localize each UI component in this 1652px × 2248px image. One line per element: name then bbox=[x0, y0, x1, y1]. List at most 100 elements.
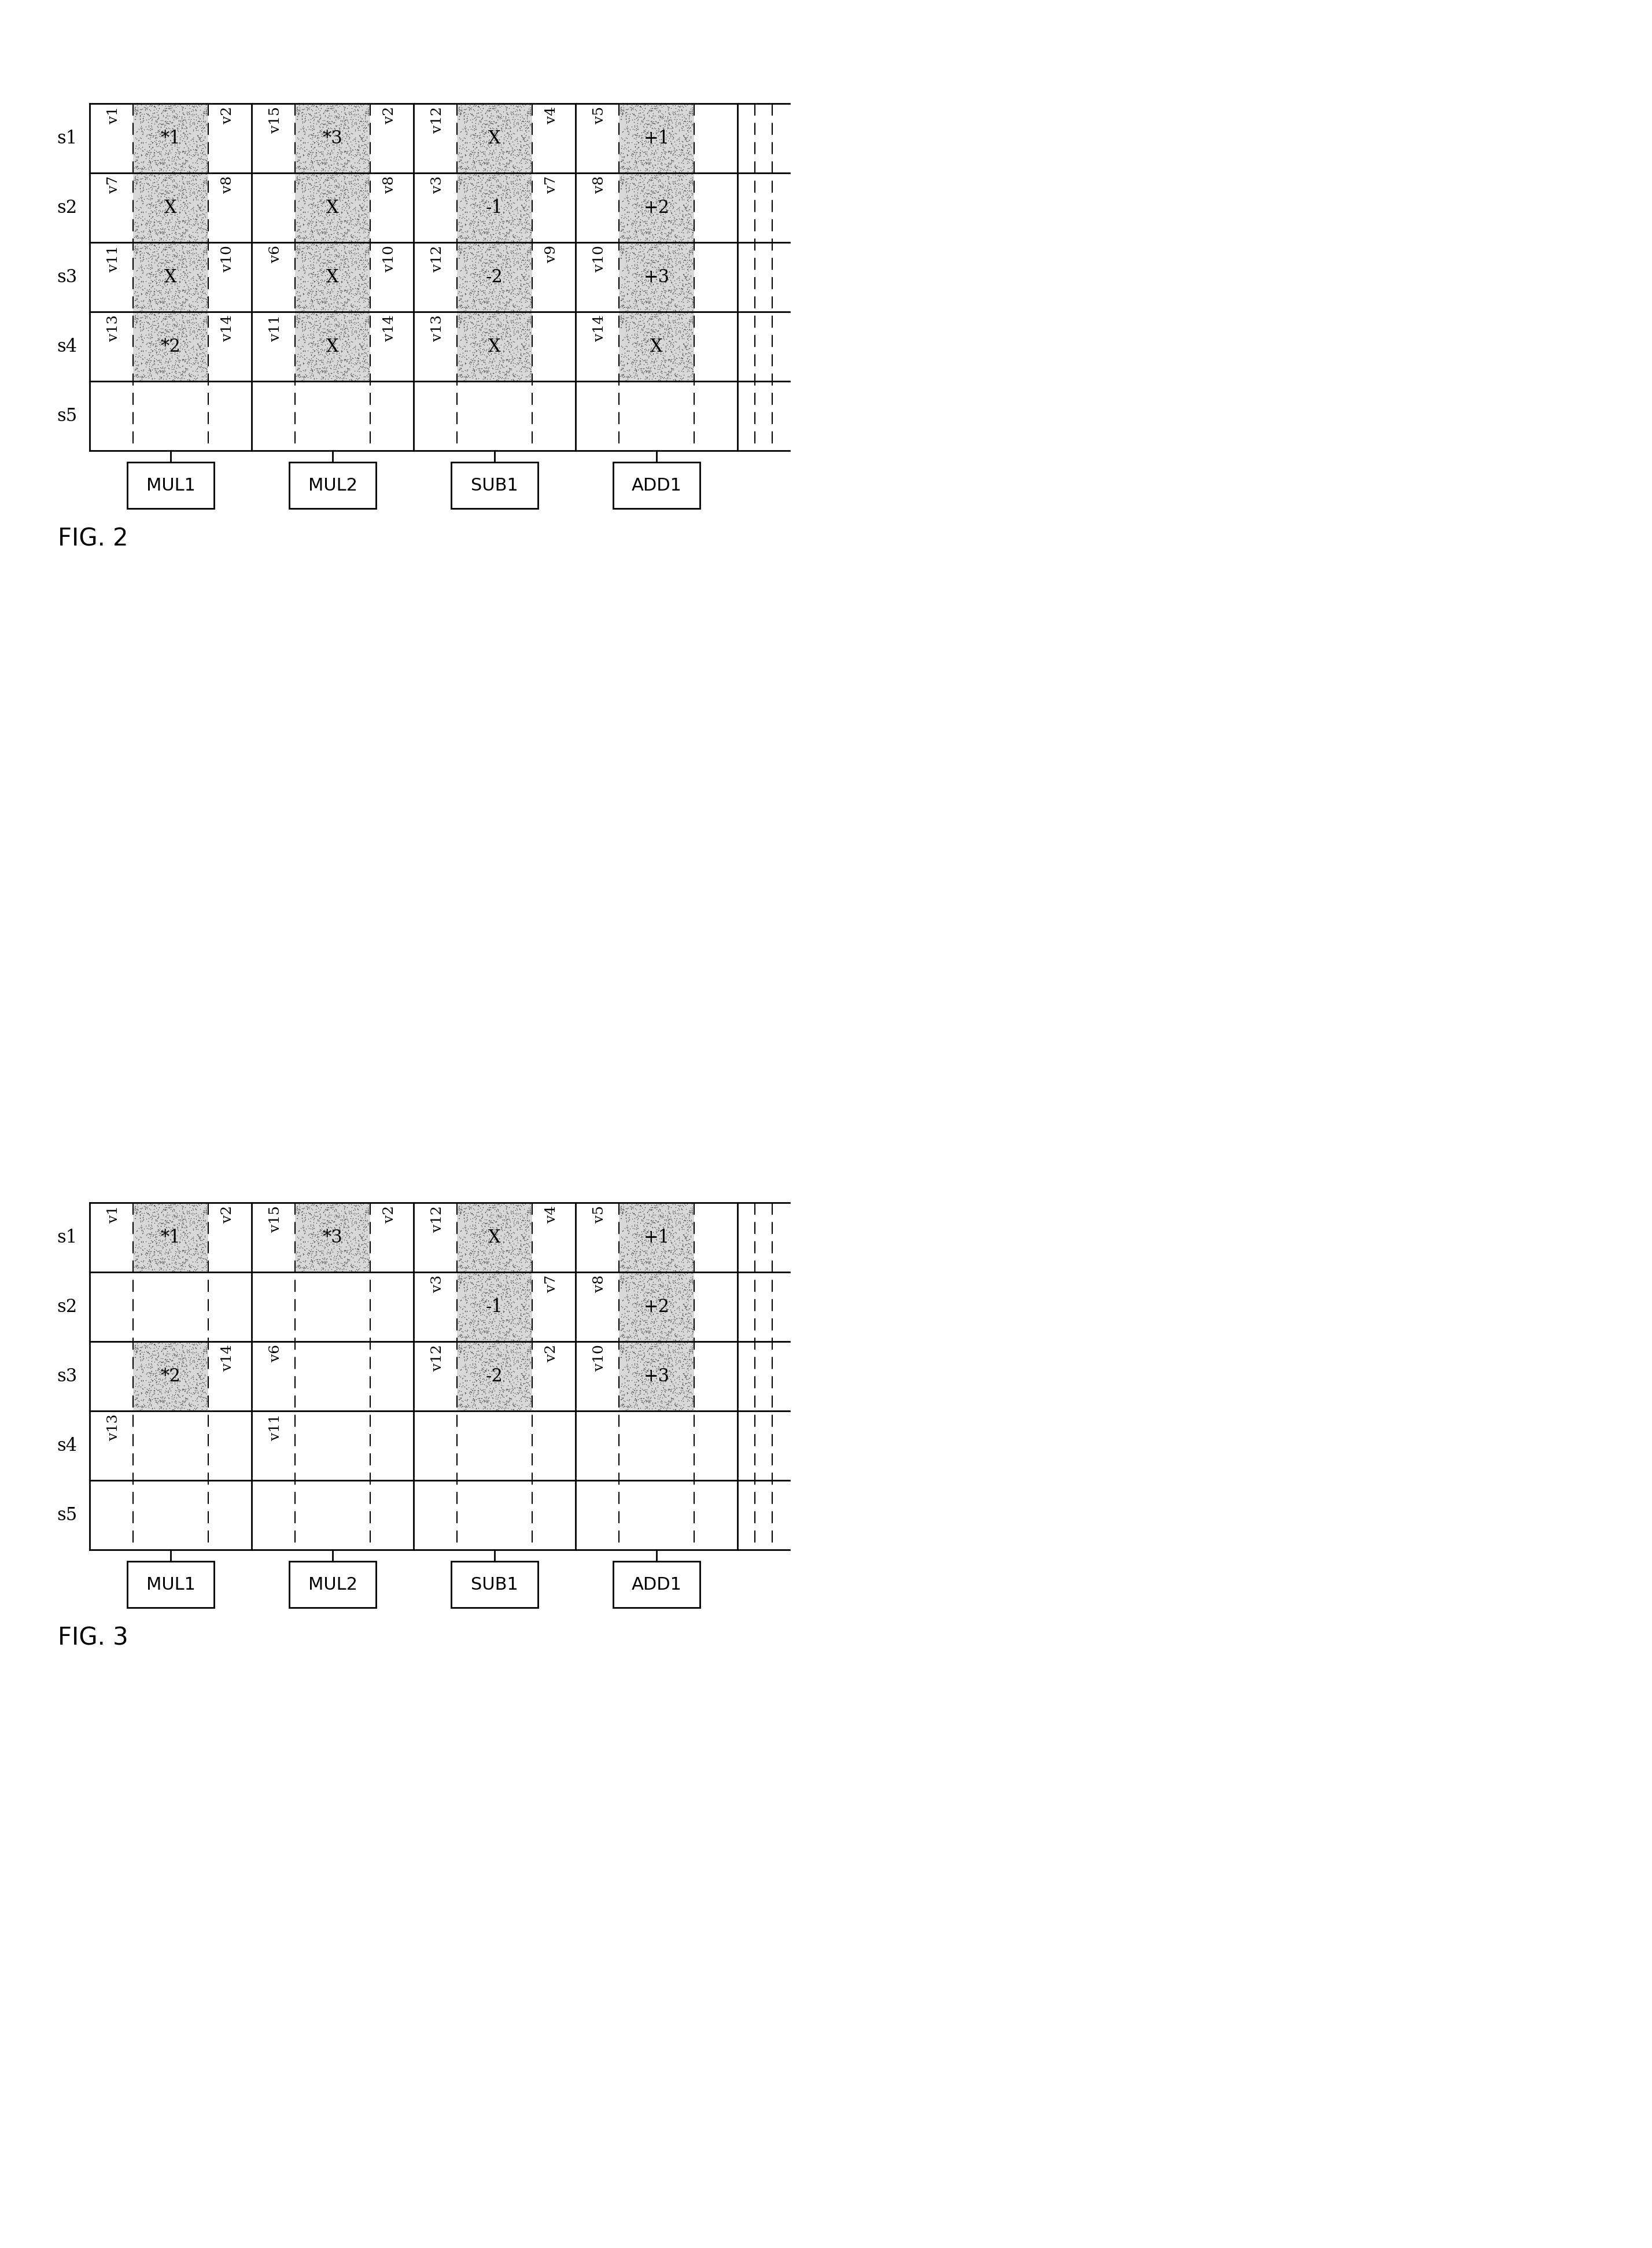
Point bbox=[636, 124, 662, 160]
Point bbox=[514, 1277, 540, 1313]
Point bbox=[506, 1205, 532, 1241]
Point bbox=[629, 1295, 656, 1331]
Point bbox=[620, 207, 646, 243]
Point bbox=[127, 234, 154, 270]
Point bbox=[497, 1313, 524, 1349]
Point bbox=[504, 1322, 530, 1358]
Point bbox=[337, 205, 363, 241]
Point bbox=[324, 274, 350, 310]
Point bbox=[297, 126, 324, 162]
Point bbox=[676, 1221, 702, 1257]
Point bbox=[666, 1196, 692, 1232]
Point bbox=[135, 202, 162, 238]
Point bbox=[613, 1191, 639, 1227]
Point bbox=[193, 1191, 220, 1227]
Point bbox=[334, 250, 360, 285]
Point bbox=[188, 281, 215, 317]
Point bbox=[649, 1288, 676, 1324]
Point bbox=[170, 360, 197, 396]
Point bbox=[514, 353, 540, 389]
Point bbox=[611, 1223, 638, 1259]
Point bbox=[472, 321, 499, 357]
Point bbox=[139, 270, 165, 306]
Point bbox=[284, 1189, 311, 1225]
Point bbox=[659, 1209, 686, 1245]
Point bbox=[494, 1234, 520, 1270]
Point bbox=[472, 324, 499, 360]
Point bbox=[641, 189, 667, 225]
Point bbox=[653, 315, 679, 351]
Point bbox=[329, 153, 355, 189]
Point bbox=[180, 297, 207, 333]
Point bbox=[309, 220, 335, 256]
Point bbox=[162, 1227, 188, 1263]
Point bbox=[491, 117, 517, 153]
Point bbox=[626, 97, 653, 133]
Point bbox=[636, 353, 662, 389]
Point bbox=[149, 1362, 175, 1398]
Point bbox=[657, 256, 684, 292]
Point bbox=[320, 315, 347, 351]
Point bbox=[193, 1241, 220, 1277]
Point bbox=[618, 211, 644, 247]
Point bbox=[469, 160, 496, 196]
Point bbox=[160, 1198, 187, 1234]
Point bbox=[147, 1385, 173, 1421]
Point bbox=[345, 310, 372, 346]
Point bbox=[458, 160, 484, 196]
Point bbox=[339, 101, 365, 137]
Point bbox=[190, 214, 216, 250]
Point bbox=[504, 292, 530, 328]
Point bbox=[169, 1200, 195, 1236]
Point bbox=[471, 137, 497, 173]
Point bbox=[644, 1198, 671, 1234]
Point bbox=[182, 137, 208, 173]
Point bbox=[631, 272, 657, 308]
Point bbox=[132, 1232, 159, 1268]
Point bbox=[349, 315, 375, 351]
Point bbox=[656, 1263, 682, 1299]
Point bbox=[297, 1234, 324, 1270]
Point bbox=[286, 218, 312, 254]
Point bbox=[322, 326, 349, 362]
Point bbox=[507, 247, 534, 283]
Point bbox=[631, 115, 657, 151]
Point bbox=[468, 117, 494, 153]
Point bbox=[676, 308, 702, 344]
Point bbox=[662, 1329, 689, 1365]
Point bbox=[653, 292, 679, 328]
Point bbox=[177, 1333, 203, 1369]
Point bbox=[471, 1385, 497, 1421]
Point bbox=[628, 272, 654, 308]
Point bbox=[160, 173, 187, 209]
Point bbox=[644, 326, 671, 362]
Point bbox=[159, 169, 185, 205]
Point bbox=[337, 135, 363, 171]
Point bbox=[671, 1317, 697, 1353]
Point bbox=[669, 112, 695, 148]
Point bbox=[651, 241, 677, 277]
Point bbox=[170, 184, 197, 220]
Point bbox=[636, 301, 662, 337]
Point bbox=[307, 198, 334, 234]
Point bbox=[476, 315, 502, 351]
Point bbox=[620, 207, 646, 243]
Point bbox=[296, 187, 322, 223]
Point bbox=[497, 178, 524, 214]
Point bbox=[659, 317, 686, 353]
Point bbox=[499, 1371, 525, 1407]
Point bbox=[339, 1187, 365, 1223]
Point bbox=[654, 171, 681, 207]
Point bbox=[144, 133, 170, 169]
Point bbox=[129, 146, 155, 182]
Point bbox=[623, 151, 649, 187]
Point bbox=[446, 1374, 472, 1409]
Point bbox=[677, 326, 704, 362]
Point bbox=[461, 1304, 487, 1340]
Point bbox=[316, 128, 342, 164]
Point bbox=[651, 274, 677, 310]
Point bbox=[317, 306, 344, 342]
Point bbox=[654, 1275, 681, 1311]
Point bbox=[611, 339, 638, 375]
Point bbox=[489, 1270, 515, 1306]
